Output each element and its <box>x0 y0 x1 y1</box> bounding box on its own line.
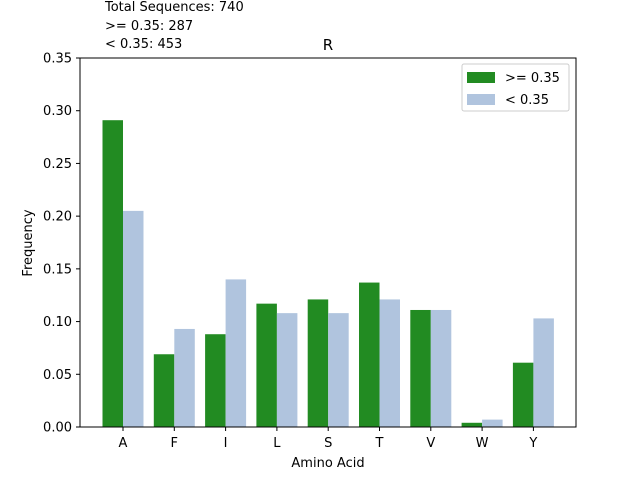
legend-label-high: >= 0.35 <box>505 71 560 86</box>
legend-label-low: < 0.35 <box>505 93 549 108</box>
legend-swatch-low <box>467 94 495 105</box>
y-tick-label: 0.35 <box>43 52 72 67</box>
bar-high-T <box>359 282 380 427</box>
total-sequences-note: Total Sequences: 740 <box>105 0 244 15</box>
x-tick-label: L <box>273 436 281 451</box>
bar-high-W <box>461 422 483 427</box>
x-tick-label: V <box>426 436 435 451</box>
bar-high-I <box>205 334 226 427</box>
bar-low-W <box>482 419 503 427</box>
low-group-count-note: < 0.35: 453 <box>105 37 183 52</box>
chart-title: R <box>323 36 333 54</box>
bar-high-Y <box>512 362 534 427</box>
bar-low-I <box>225 279 247 427</box>
legend-swatch-high <box>467 72 495 83</box>
bar-high-L <box>256 303 277 427</box>
bar-low-Y <box>533 318 554 427</box>
x-tick-label: W <box>476 436 489 451</box>
bar-low-L <box>276 313 298 427</box>
x-tick-label: T <box>375 436 384 451</box>
bar-low-V <box>430 309 452 427</box>
y-tick-label: 0.10 <box>43 315 72 330</box>
high-group-count-note: >= 0.35: 287 <box>105 19 194 34</box>
bar-low-F <box>174 328 195 427</box>
x-tick-label: Y <box>528 436 537 451</box>
y-tick-label: 0.25 <box>43 157 72 172</box>
bar-high-F <box>153 354 175 427</box>
y-tick-label: 0.05 <box>43 368 72 383</box>
bar-low-A <box>123 210 144 427</box>
bar-high-S <box>307 299 329 427</box>
x-tick-label: F <box>171 436 178 451</box>
x-tick-label: A <box>119 436 128 451</box>
x-axis-label: Amino Acid <box>291 456 364 471</box>
y-tick-label: 0.00 <box>43 421 72 436</box>
y-tick-label: 0.30 <box>43 104 72 119</box>
bar-low-S <box>328 313 349 427</box>
bar-low-T <box>379 299 400 427</box>
y-tick-label: 0.20 <box>43 210 72 225</box>
y-tick-label: 0.15 <box>43 262 72 277</box>
bar-high-A <box>102 120 123 428</box>
x-tick-label: S <box>324 436 332 451</box>
y-axis-label: Frequency <box>21 209 36 276</box>
bar-high-V <box>410 309 431 427</box>
x-tick-label: I <box>224 436 228 451</box>
